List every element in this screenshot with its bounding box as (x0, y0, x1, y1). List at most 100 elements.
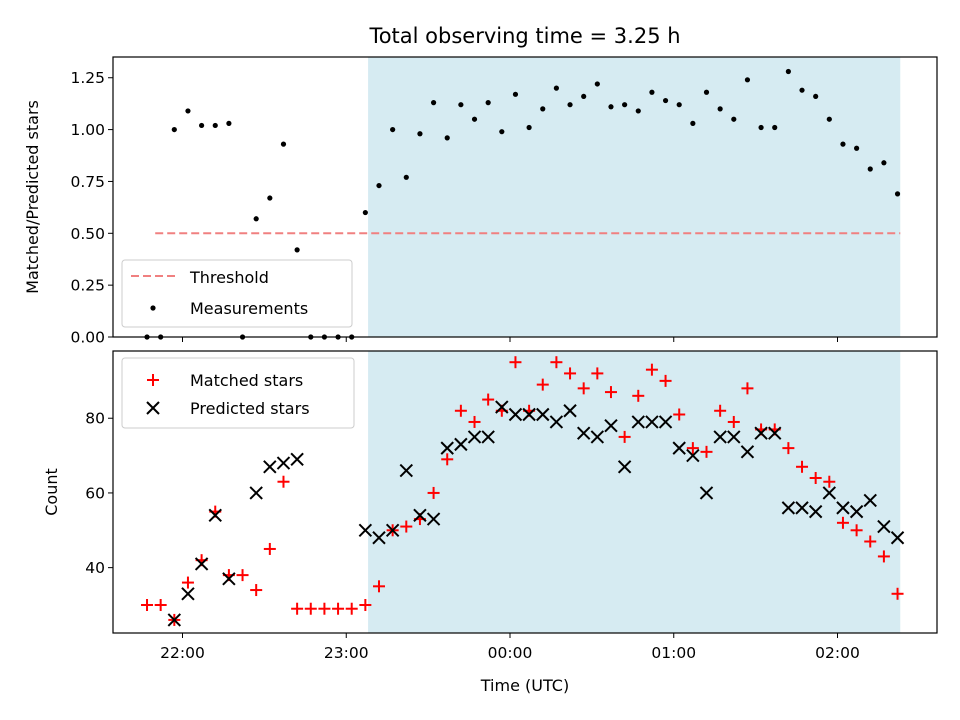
predicted-star-point (686, 448, 700, 463)
matched-star-point (836, 516, 849, 529)
predicted-star-point (276, 456, 291, 470)
y-axis-label-top: Matched/Predicted stars (23, 100, 42, 294)
y-top-tick-label: 1.00 (70, 121, 105, 139)
measurement-point (581, 93, 587, 100)
matched-star-point (263, 542, 276, 555)
matched-star-point (509, 356, 522, 369)
measurement-point (280, 141, 287, 147)
matched-star-point (891, 587, 904, 600)
measurement-point (813, 93, 819, 100)
matched-star-point (154, 598, 167, 611)
predicted-star-point (549, 415, 564, 429)
legend-measurements-swatch (150, 305, 156, 311)
legend-predicted-label: Predicted stars (190, 399, 310, 418)
predicted-star-point (385, 523, 400, 537)
y-bottom-tick-label: 80 (85, 410, 105, 428)
ratio-panel: 0.00 0.25 0.50 0.75 1.00 1.25 Matched/Predict… (23, 56, 938, 347)
matched-star-point (645, 363, 658, 376)
measurement-point (294, 247, 300, 253)
y-bottom-tick-label: 60 (85, 484, 105, 502)
measurement-point (840, 141, 846, 147)
matched-star-point (373, 580, 385, 593)
y-bottom-tick-label: 40 (85, 559, 105, 577)
x-tick-label: 23:00 (324, 644, 369, 662)
legend-matched-label: Matched stars (190, 371, 303, 390)
measurement-point (758, 124, 764, 131)
predicted-star-point (522, 407, 536, 422)
predicted-star-point (822, 486, 837, 500)
matched-star-point (236, 569, 249, 582)
y-ticks-bottom: 40 60 80 (85, 410, 113, 577)
predicted-star-point (413, 508, 427, 523)
matched-star-point (181, 576, 194, 589)
measurement-point (635, 108, 641, 114)
matched-star-point (577, 382, 590, 395)
matched-star-point (632, 389, 645, 402)
measurement-point (867, 166, 873, 172)
legend-top: Threshold Measurements (121, 259, 353, 328)
predicted-star-point (699, 486, 714, 500)
measurement-point (826, 116, 832, 122)
predicted-star-point (604, 418, 618, 433)
measurement-point (553, 85, 559, 91)
predicted-star-point (194, 557, 209, 571)
predicted-star-point (590, 430, 605, 444)
measurement-point (594, 81, 600, 87)
predicted-star-point (208, 508, 222, 523)
measurement-point (717, 106, 723, 112)
measurement-point (458, 102, 464, 108)
matched-star-point (427, 486, 440, 499)
matched-stars-points (141, 356, 904, 626)
measurement-point (772, 124, 778, 131)
predicted-star-point (495, 400, 509, 414)
measurement-point (662, 97, 669, 104)
x-tick-label: 22:00 (160, 644, 205, 662)
matched-star-point (823, 475, 836, 488)
predicted-star-point (795, 501, 809, 515)
predicted-star-point (863, 493, 877, 508)
legend-frame-top (121, 259, 353, 328)
matched-star-point (727, 415, 740, 428)
predicted-star-point (563, 404, 577, 418)
predicted-star-point (740, 445, 755, 459)
predicted-star-point (167, 613, 182, 627)
matched-star-point (877, 550, 890, 563)
predicted-star-point (372, 531, 386, 545)
predicted-star-point (849, 504, 864, 519)
measurement-point (430, 100, 437, 106)
matched-star-point (345, 602, 358, 615)
y-top-tick-label: 0.75 (70, 173, 105, 191)
predicted-star-point (781, 501, 796, 515)
predicted-star-point (249, 486, 263, 500)
matched-star-point (454, 404, 467, 417)
matched-star-point (332, 602, 345, 615)
matched-star-point (536, 378, 549, 391)
matched-star-point (304, 602, 317, 615)
matched-star-point (700, 445, 713, 458)
measurement-point (376, 182, 382, 189)
x-axis-label: Time (UTC) (480, 676, 569, 695)
measurement-point (567, 102, 573, 108)
y-top-tick-label: 0.50 (70, 225, 105, 243)
measurement-point (185, 108, 191, 114)
matched-star-point (809, 471, 822, 484)
measurement-point (512, 91, 519, 97)
measurement-point (253, 216, 259, 222)
predicted-star-point (454, 437, 468, 452)
matched-star-point (400, 520, 413, 533)
measurement-point (417, 131, 423, 137)
predicted-star-point (645, 415, 659, 429)
matched-star-point (714, 404, 727, 417)
predicted-star-point (263, 460, 277, 474)
predicted-star-point (399, 463, 413, 478)
predicted-star-point (658, 415, 673, 429)
matched-star-point (291, 602, 304, 615)
matched-star-point (441, 453, 454, 466)
legend-predicted-swatch (146, 401, 160, 415)
matched-star-point (550, 356, 563, 369)
measurement-point (676, 102, 682, 108)
axes-frame-top (112, 56, 938, 338)
matched-star-point (591, 367, 604, 380)
predicted-star-point (877, 519, 891, 534)
predicted-star-point (536, 407, 550, 422)
